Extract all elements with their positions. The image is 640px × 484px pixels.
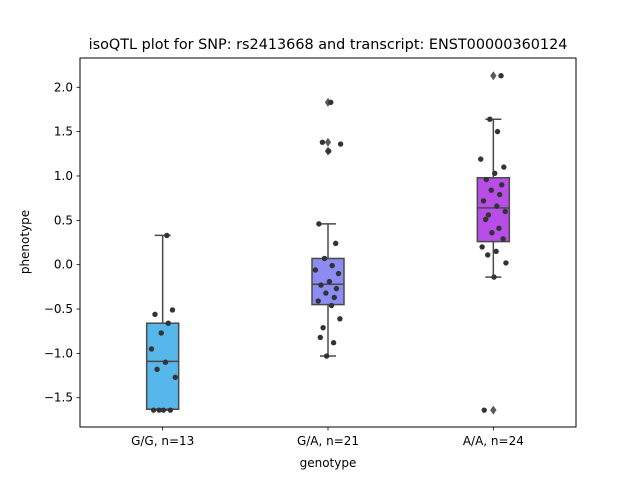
data-point xyxy=(328,302,335,309)
data-point xyxy=(493,248,499,255)
y-tick-label: −1.5 xyxy=(44,391,73,405)
data-point xyxy=(333,285,340,292)
data-point xyxy=(323,290,329,296)
data-point xyxy=(503,260,509,266)
y-tick-label: 1.0 xyxy=(54,169,73,183)
data-point xyxy=(165,320,171,326)
data-point xyxy=(330,340,337,346)
data-point xyxy=(156,407,162,413)
data-point xyxy=(502,208,508,215)
y-tick-label: 1.5 xyxy=(54,125,73,139)
box-group xyxy=(311,97,345,357)
data-point xyxy=(489,230,495,236)
data-point xyxy=(323,353,330,359)
data-point xyxy=(154,366,160,373)
y-tick-label: 0.5 xyxy=(54,213,73,227)
plot-area xyxy=(145,71,511,415)
data-point xyxy=(481,407,487,413)
data-point xyxy=(480,198,487,204)
data-point xyxy=(167,407,174,413)
data-point xyxy=(164,232,170,239)
data-point xyxy=(488,187,494,193)
data-point xyxy=(485,212,492,218)
data-point xyxy=(492,170,498,177)
data-point xyxy=(152,311,158,318)
x-tick-label: A/A, n=24 xyxy=(463,434,524,448)
data-point xyxy=(496,191,503,198)
data-point xyxy=(329,262,335,269)
data-point xyxy=(318,282,324,288)
data-point xyxy=(316,221,322,227)
outlier-marker xyxy=(490,71,497,81)
y-tick-label: 2.0 xyxy=(54,80,73,94)
box-group xyxy=(145,234,180,411)
box-iqr xyxy=(311,257,345,306)
outlier-marker xyxy=(324,137,332,147)
data-point xyxy=(158,330,164,336)
data-point xyxy=(335,270,342,277)
x-axis: G/G, n=13 G/A, n=21 A/A, n=24 xyxy=(131,427,524,448)
outlier-marker xyxy=(490,405,497,415)
data-point xyxy=(160,407,167,413)
y-tick-label: −0.5 xyxy=(44,302,73,316)
x-axis-label: genotype xyxy=(300,456,357,470)
y-axis: −1.5 −1.0 −0.5 0.0 0.5 1.0 1.5 2.0 xyxy=(44,80,80,405)
data-point xyxy=(500,236,506,242)
data-point xyxy=(321,255,328,262)
data-point xyxy=(328,99,334,106)
data-point xyxy=(499,182,505,188)
data-point xyxy=(494,203,500,209)
data-point xyxy=(312,267,319,273)
data-point xyxy=(148,346,155,352)
data-point xyxy=(315,298,321,304)
y-tick-label: −1.0 xyxy=(44,346,73,360)
x-tick-label: G/A, n=21 xyxy=(297,434,359,448)
y-axis-label: phenotype xyxy=(18,210,32,274)
data-point xyxy=(169,307,176,313)
data-point xyxy=(482,216,489,223)
data-point xyxy=(498,73,504,79)
data-point xyxy=(150,407,157,413)
data-point xyxy=(319,139,326,145)
data-point xyxy=(172,374,178,381)
data-point xyxy=(331,294,337,301)
data-point xyxy=(501,164,507,170)
data-point xyxy=(478,156,484,162)
chart-title: isoQTL plot for SNP: rs2413668 and trans… xyxy=(89,37,568,53)
box-group xyxy=(476,71,511,415)
x-tick-label: G/G, n=13 xyxy=(131,434,194,448)
data-point xyxy=(483,176,490,183)
data-point xyxy=(333,240,339,247)
data-point xyxy=(317,334,323,341)
data-point xyxy=(162,359,169,365)
data-point xyxy=(494,128,501,135)
y-tick-label: 0.0 xyxy=(54,258,73,272)
data-point xyxy=(337,141,344,147)
data-point xyxy=(485,252,491,258)
data-point xyxy=(326,278,333,285)
box-iqr xyxy=(145,322,180,411)
data-point xyxy=(337,316,343,322)
data-point xyxy=(326,148,332,154)
data-point xyxy=(491,274,497,280)
data-point xyxy=(479,244,485,250)
data-point xyxy=(320,324,326,331)
data-point xyxy=(487,116,493,122)
data-point xyxy=(496,225,502,232)
